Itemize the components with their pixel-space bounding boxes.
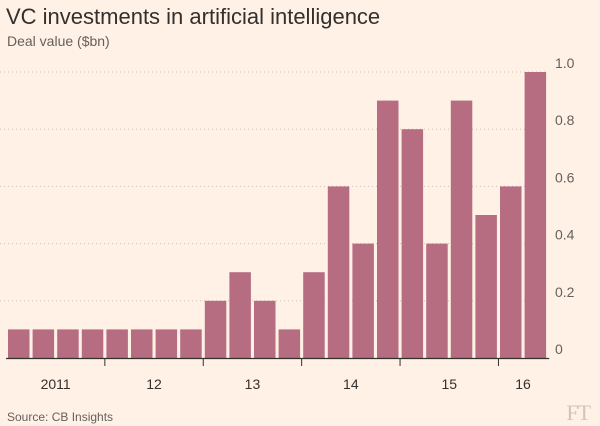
x-tick-label: 14 [343,376,359,392]
x-tick-label: 16 [515,376,531,392]
x-tick-label: 13 [245,376,261,392]
bar [180,329,202,358]
source-note: Source: CB Insights [7,410,114,424]
bar [352,243,374,358]
bar [377,100,399,358]
bar [303,272,325,358]
ft-logo: FT [566,400,591,425]
bar [401,129,424,358]
y-tick-label: 1.0 [555,55,575,71]
bar [8,329,30,358]
x-tick-label: 12 [146,376,162,392]
bar [106,329,128,358]
y-tick-label: 0.6 [555,169,575,185]
chart-title: VC investments in artificial intelligenc… [6,4,381,29]
bar [155,329,178,358]
bar [450,100,473,358]
bar [524,72,547,358]
bar [229,272,251,358]
bar [57,329,79,358]
bar [81,329,104,358]
y-tick-label: 0.2 [555,284,575,300]
y-tick-label: 0.8 [555,112,575,128]
bar [475,215,497,358]
bar [500,186,522,358]
bar [32,329,55,358]
bar [254,300,276,358]
bar [426,243,448,358]
x-tick-label: 15 [441,376,457,392]
bar [204,300,227,358]
y-tick-label: 0 [555,341,563,357]
x-tick-label: 2011 [41,376,71,392]
bar [327,186,350,358]
y-tick-label: 0.4 [555,227,575,243]
bar [278,329,301,358]
chart-subtitle: Deal value ($bn) [7,33,110,49]
bar [131,329,153,358]
